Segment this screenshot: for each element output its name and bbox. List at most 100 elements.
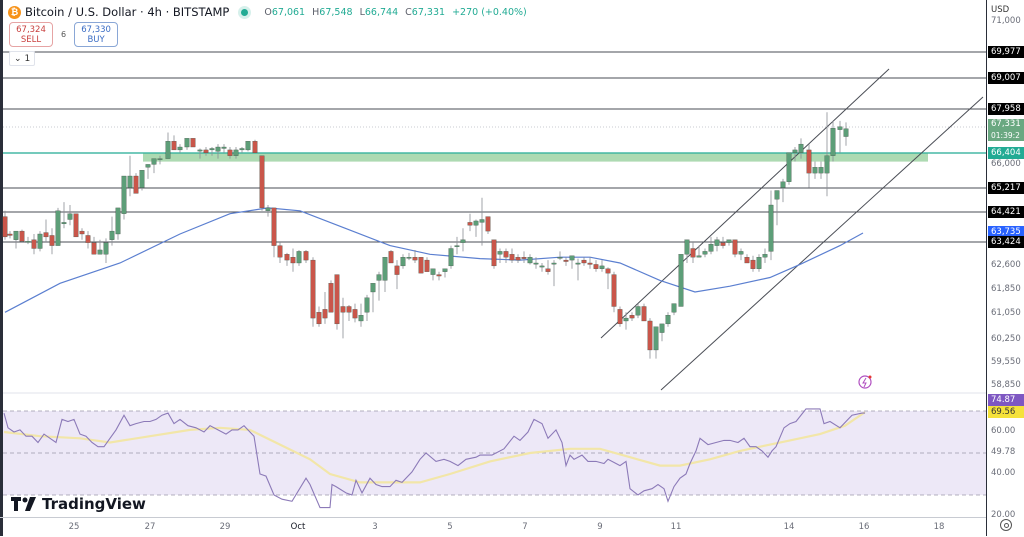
- candle-body: [460, 239, 466, 243]
- candle-body: [696, 255, 702, 258]
- price-level-tag: 66,404: [988, 147, 1024, 159]
- candle-body: [830, 128, 836, 156]
- candle-body: [290, 257, 296, 264]
- candle-body: [382, 257, 388, 281]
- candle-body: [659, 323, 665, 333]
- candle-body: [190, 138, 196, 148]
- candle-body: [762, 254, 768, 258]
- candle-body: [684, 239, 690, 255]
- candle-body: [215, 146, 221, 152]
- indicators-collapse-button[interactable]: ⌄ 1: [9, 51, 36, 66]
- currency-selector[interactable]: USD: [991, 5, 1010, 15]
- candle-body: [73, 213, 79, 238]
- candle-body: [575, 262, 581, 265]
- candle-body: [346, 306, 352, 313]
- candle-body: [593, 264, 599, 269]
- candle-body: [67, 213, 73, 220]
- candle-body: [352, 309, 358, 319]
- candle-body: [605, 268, 611, 274]
- price-tick-label: 58,850: [991, 380, 1021, 390]
- candle-body: [467, 222, 473, 226]
- candle-body: [157, 158, 163, 160]
- time-tick-label: 27: [144, 522, 156, 532]
- candle-body: [665, 315, 671, 325]
- candle-body: [843, 128, 849, 137]
- price-tick-label: 61,050: [991, 308, 1021, 318]
- candle-body: [145, 164, 151, 168]
- candle-body: [376, 274, 382, 281]
- candle-body: [388, 251, 394, 264]
- candle-body: [418, 257, 424, 274]
- candle-body: [497, 251, 503, 255]
- candle-body: [521, 257, 527, 259]
- channel-upper-line: [600, 68, 890, 339]
- trade-panel: 67,324 SELL 6 67,330 BUY: [9, 22, 119, 47]
- moving-average-line: [4, 207, 864, 313]
- time-axis[interactable]: 25 27 29 Oct 3 5 7 9 11 14 16 18: [0, 517, 986, 537]
- price-level-tag: 67,331 01:39:2: [988, 119, 1024, 141]
- price-level-tag: 63,424: [988, 236, 1024, 248]
- candle-body: [400, 257, 406, 267]
- candle-body: [259, 155, 265, 209]
- rsi-value-tag: 74.87: [988, 394, 1024, 406]
- candle-body: [551, 262, 557, 265]
- candle-body: [818, 167, 824, 174]
- candle-body: [726, 239, 732, 243]
- rsi-tick-label: 40.00: [991, 468, 1016, 478]
- candle-body: [37, 233, 43, 249]
- symbol-header[interactable]: ₿ Bitcoin / U.S. Dollar · 4h · BITSTAMP …: [8, 3, 531, 21]
- candle-body: [151, 158, 157, 165]
- candle-body: [340, 306, 346, 313]
- candle-body: [252, 141, 258, 153]
- candle-body: [824, 155, 830, 174]
- candle-body: [7, 233, 13, 236]
- candle-body: [13, 230, 19, 240]
- candle-body: [503, 251, 509, 258]
- candle-body: [485, 216, 491, 232]
- candle-body: [55, 210, 61, 246]
- candle-body: [25, 241, 31, 243]
- time-tick-label: Oct: [290, 522, 306, 532]
- candle-body: [265, 207, 271, 211]
- candle-body: [569, 255, 575, 261]
- time-tick-label: 14: [783, 522, 795, 532]
- candle-body: [491, 239, 497, 267]
- candle-body: [581, 259, 587, 264]
- candle-body: [786, 152, 792, 182]
- sell-button[interactable]: 67,324 SELL: [9, 22, 53, 47]
- buy-button[interactable]: 67,330 BUY: [74, 22, 119, 47]
- price-axis[interactable]: USD 71,000 66,000 62,600 61,850 61,050 60,250…: [986, 0, 1024, 536]
- candle-body: [121, 175, 127, 214]
- candle-body: [103, 242, 109, 255]
- price-level-tag: 63,735: [988, 226, 1024, 238]
- candle-body: [277, 245, 283, 258]
- rsi-tick-label: 20.00: [991, 510, 1016, 520]
- price-chart[interactable]: [0, 0, 986, 517]
- candle-body: [165, 141, 171, 159]
- candle-body: [653, 326, 659, 351]
- candle-body: [171, 141, 177, 151]
- candle-body: [479, 219, 485, 223]
- candle-body: [768, 204, 774, 252]
- price-level-tag: 69,007: [988, 72, 1024, 84]
- candle-body: [296, 251, 302, 264]
- candle-body: [227, 149, 233, 156]
- candle-body: [2, 216, 8, 238]
- price-tick-label: 59,550: [991, 357, 1021, 367]
- candle-body: [617, 309, 623, 325]
- candle-body: [780, 181, 786, 188]
- candle-body: [19, 230, 25, 242]
- settings-gear-icon[interactable]: [1000, 519, 1012, 531]
- candle-body: [756, 257, 762, 269]
- candle-body: [708, 243, 714, 252]
- candle-body: [798, 143, 804, 153]
- candle-body: [515, 257, 521, 261]
- candle-body: [587, 262, 593, 265]
- candle-body: [79, 230, 85, 235]
- symbol-title[interactable]: Bitcoin / U.S. Dollar · 4h · BITSTAMP: [25, 5, 230, 19]
- candle-body: [744, 257, 750, 264]
- rsi-line: [3, 408, 865, 509]
- candle-body: [358, 315, 364, 322]
- candle-body: [720, 242, 726, 246]
- tradingview-logo[interactable]: TradingView: [11, 495, 146, 513]
